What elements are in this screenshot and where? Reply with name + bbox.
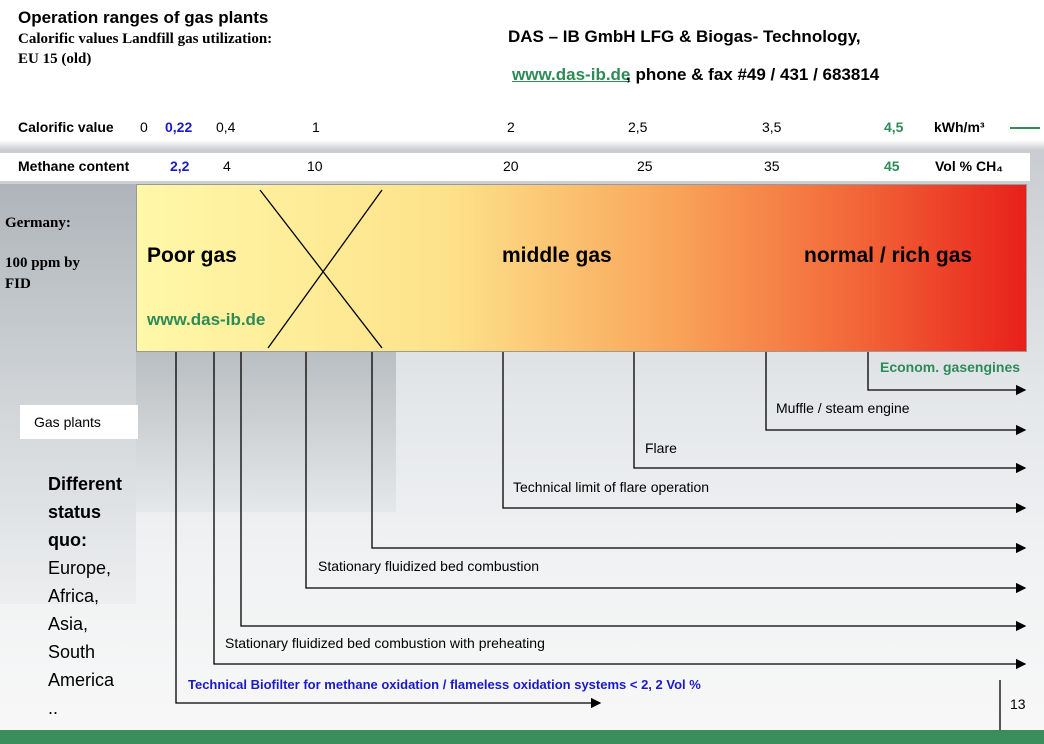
cross-line (268, 190, 382, 348)
range-arrow (372, 352, 1025, 548)
tick: 4,5 (884, 119, 903, 135)
cross-line (260, 190, 382, 348)
plant-label: Muffle / steam engine (776, 400, 910, 416)
tick: 35 (764, 158, 780, 174)
tick: 0,4 (216, 119, 235, 135)
subtitle: EU 15 (old) (18, 51, 91, 68)
title: Operation ranges of gas plants (18, 8, 268, 28)
status-list: Europe, Africa, Asia, South America .. (48, 554, 114, 722)
scale-label: Calorific value (18, 119, 114, 135)
plant-label: Stationary fluidized bed combustion (318, 558, 539, 574)
tick: 2,2 (170, 158, 189, 174)
range-label: middle gas (502, 244, 612, 268)
tick: 45 (884, 158, 900, 174)
status-line: .. (48, 694, 114, 722)
status-line: status (48, 498, 122, 526)
tick: 0 (140, 119, 148, 135)
subtitle: Calorific values Landfill gas utilizatio… (18, 31, 272, 48)
tick: 10 (307, 158, 323, 174)
unit: Vol % CH₄ (935, 158, 1003, 174)
status-line: Europe, (48, 554, 114, 582)
page-number: 13 (1010, 696, 1026, 712)
plant-label: Technical limit of flare operation (513, 479, 709, 495)
note: 100 ppm by (5, 255, 80, 272)
range-label: normal / rich gas (804, 244, 972, 268)
scale-label: Methane content (18, 158, 129, 174)
range-label: Poor gas (147, 244, 237, 268)
plant-label: Technical Biofilter for methane oxidatio… (188, 677, 701, 692)
company: DAS – IB GmbH LFG & Biogas- Technology, (508, 27, 861, 47)
note: FID (5, 276, 31, 293)
tick: 3,5 (762, 119, 781, 135)
tick: 4 (223, 158, 231, 174)
link[interactable]: www.das-ib.de (512, 65, 630, 85)
tick: 0,22 (165, 119, 192, 135)
status-line: Asia, (48, 610, 114, 638)
plant-label: Flare (645, 440, 677, 456)
plant-label: Econom. gasengines (880, 359, 1020, 375)
status-line: Africa, (48, 582, 114, 610)
slide: Operation ranges of gas plants Calorific… (0, 0, 1044, 744)
tick: 2,5 (628, 119, 647, 135)
watermark: www.das-ib.de (147, 310, 265, 330)
note: Germany: (5, 215, 71, 232)
status-heading: Different status quo: (48, 470, 122, 554)
status-line: America (48, 666, 114, 694)
tick: 2 (507, 119, 515, 135)
plant-label: Stationary fluidized bed combustion with… (225, 635, 545, 651)
unit: kWh/m³ (934, 119, 985, 135)
footer-bar (0, 730, 1044, 744)
range-arrow (306, 352, 1025, 588)
legend-box: Gas plants (20, 405, 138, 439)
tick: 25 (637, 158, 653, 174)
status-line: Different (48, 470, 122, 498)
contact: , phone & fax #49 / 431 / 683814 (626, 65, 879, 85)
tick: 20 (503, 158, 519, 174)
tick: 1 (312, 119, 320, 135)
status-line: South (48, 638, 114, 666)
status-line: quo: (48, 526, 122, 554)
